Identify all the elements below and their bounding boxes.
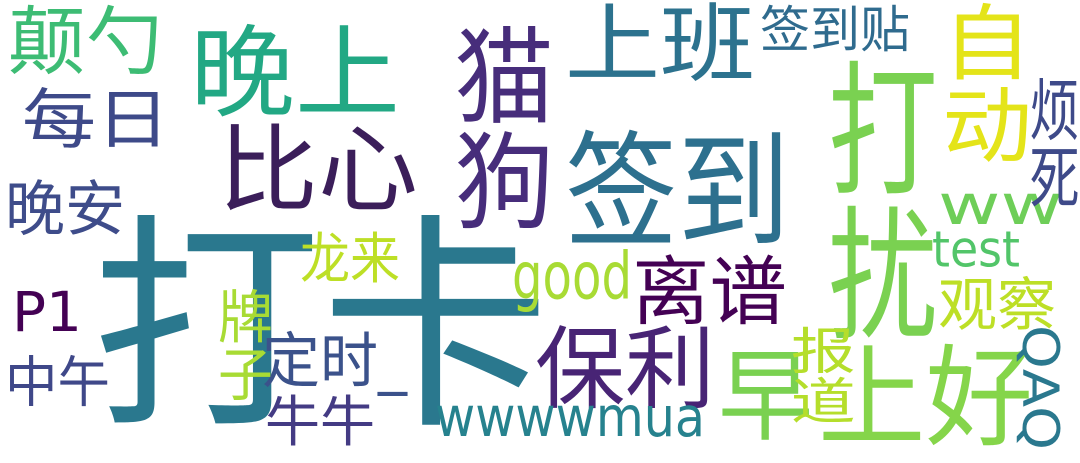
word-shanghao: 上好: [818, 335, 1033, 463]
word-qiandaotie: 签到贴: [760, 1, 910, 59]
word-meiri: 每日: [22, 83, 170, 158]
word-shangban: 上班: [565, 0, 755, 95]
word-zidong: 自动: [927, 0, 1033, 165]
word-good: good: [512, 238, 632, 314]
word-qaq: QAQ: [1010, 325, 1070, 450]
word-dingshi: 定时_: [262, 326, 407, 397]
word-qiandao: 签到: [565, 119, 790, 266]
word-bixin: 比心: [218, 114, 418, 226]
word-longlai: 龙来: [300, 227, 400, 292]
word-wanshang: 晚上: [190, 16, 400, 133]
word-ww: ww: [938, 173, 1063, 238]
word-darao: 打扰: [809, 55, 937, 345]
word-lipu: 离谱: [632, 248, 787, 337]
word-daka: 打卡: [92, 195, 550, 462]
word-zao: 早: [718, 339, 813, 456]
word-dianshao: 颠勺: [8, 0, 163, 87]
word-zhongwu: 中午: [5, 351, 110, 416]
word-baoli: 保利: [535, 317, 715, 422]
word-wwwwmua: wwwwmua: [435, 385, 705, 449]
word-paizi: 牌子: [208, 287, 273, 402]
word-guancha: 观察: [938, 272, 1056, 340]
word-test: test: [932, 220, 1020, 280]
word-fansi: 烦死: [1020, 75, 1080, 210]
word-niuniu: 牛牛: [265, 390, 375, 454]
word-baodao: 报道: [779, 325, 856, 425]
word-p1: P1: [12, 280, 82, 344]
word-wanan: 晚安: [5, 174, 125, 245]
word-maogou: 猫狗: [437, 22, 554, 232]
